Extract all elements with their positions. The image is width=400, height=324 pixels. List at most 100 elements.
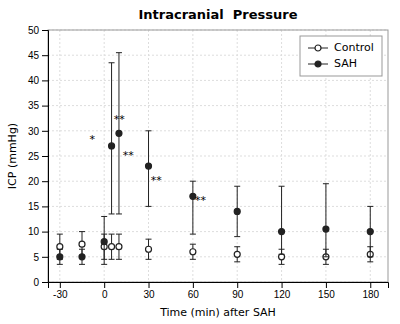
grid-line-y bbox=[48, 206, 388, 207]
point bbox=[79, 254, 85, 260]
y-tick-label: 10 bbox=[28, 226, 40, 237]
x-tick-mark bbox=[193, 282, 194, 288]
y-tick-label: 40 bbox=[28, 75, 40, 86]
y-axis-line bbox=[42, 31, 49, 283]
error-bar bbox=[57, 234, 63, 259]
y-tick-label: 30 bbox=[28, 126, 40, 137]
error-bar bbox=[146, 239, 152, 259]
legend-swatch bbox=[315, 61, 321, 67]
error-bar bbox=[190, 244, 196, 259]
y-tick-label: 25 bbox=[28, 151, 40, 162]
point bbox=[323, 226, 329, 232]
error-bar bbox=[234, 247, 240, 262]
x-axis-line bbox=[49, 283, 389, 289]
grid-line-y bbox=[48, 231, 388, 232]
point bbox=[79, 241, 85, 247]
grid-line-y bbox=[48, 105, 388, 106]
y-tick-mark bbox=[42, 156, 48, 157]
annotation: ** bbox=[123, 149, 135, 162]
x-tick: 150 bbox=[318, 282, 335, 300]
x-axis-title: Time (min) after SAH bbox=[159, 306, 276, 319]
y-tick-mark bbox=[42, 206, 48, 207]
y-tick-mark bbox=[42, 55, 48, 56]
y-tick: 40 bbox=[28, 75, 48, 86]
grid-line-y bbox=[48, 256, 388, 257]
legend-box bbox=[300, 36, 382, 76]
error-bar bbox=[101, 216, 107, 264]
error-bar bbox=[234, 186, 240, 236]
x-tick-mark bbox=[370, 282, 371, 288]
point bbox=[234, 251, 240, 257]
x-tick-label: 120 bbox=[274, 289, 291, 300]
error-bar bbox=[367, 206, 373, 256]
y-tick: 0 bbox=[33, 277, 48, 288]
y-tick: 25 bbox=[28, 151, 48, 162]
annotations: ********* bbox=[89, 113, 206, 207]
error-bar bbox=[279, 186, 285, 254]
error-bar bbox=[109, 234, 115, 259]
y-tick: 10 bbox=[28, 226, 48, 237]
point bbox=[146, 163, 152, 169]
error-bar bbox=[146, 131, 152, 207]
y-tick: 35 bbox=[28, 100, 48, 111]
y-tick: 20 bbox=[28, 176, 48, 187]
error-bar bbox=[116, 234, 122, 259]
y-tick-label: 15 bbox=[28, 201, 40, 212]
annotation: ** bbox=[151, 174, 163, 187]
x-tick-mark bbox=[149, 282, 150, 288]
x-tick: 180 bbox=[362, 282, 379, 300]
x-tick-label: 0 bbox=[102, 289, 108, 300]
point bbox=[190, 249, 196, 255]
x-tick-mark bbox=[282, 282, 283, 288]
x-tick: 90 bbox=[232, 282, 244, 300]
legend-label: Control bbox=[334, 41, 374, 54]
x-tick-label: 90 bbox=[232, 289, 244, 300]
point bbox=[109, 244, 115, 250]
y-tick-label: 20 bbox=[28, 176, 40, 187]
title: Intracranial Pressure bbox=[138, 7, 297, 22]
y-tick-mark bbox=[42, 282, 48, 283]
y-axis-title: ICP (mmHg) bbox=[6, 123, 19, 189]
x-axis: -300306090120150180 bbox=[49, 282, 389, 300]
y-tick-mark bbox=[42, 80, 48, 81]
y-tick-label: 5 bbox=[33, 252, 39, 263]
legend-item: SAH bbox=[308, 57, 357, 70]
point bbox=[116, 244, 122, 250]
x-tick-label: 150 bbox=[318, 289, 335, 300]
y-tick: 45 bbox=[28, 50, 48, 61]
annotation: * bbox=[89, 133, 95, 146]
error-bar bbox=[116, 53, 122, 214]
error-bar bbox=[79, 249, 85, 264]
x-tick-label: 180 bbox=[362, 289, 379, 300]
y-tick: 5 bbox=[33, 252, 48, 263]
point bbox=[57, 254, 63, 260]
y-tick-label: 50 bbox=[28, 25, 40, 36]
point bbox=[279, 229, 285, 235]
x-tick: 0 bbox=[102, 282, 108, 300]
annotation: ** bbox=[114, 113, 126, 126]
legend-swatch bbox=[315, 45, 321, 51]
y-tick-mark bbox=[42, 131, 48, 132]
grid-line-y bbox=[48, 156, 388, 157]
grid-line-y bbox=[48, 130, 388, 131]
point bbox=[101, 239, 107, 245]
y-tick-mark bbox=[42, 106, 48, 107]
y-tick-mark bbox=[42, 257, 48, 258]
legend-label: SAH bbox=[334, 57, 357, 70]
x-tick-mark bbox=[104, 282, 105, 288]
point bbox=[367, 229, 373, 235]
x-tick-label: -30 bbox=[53, 289, 68, 300]
grid bbox=[48, 30, 388, 282]
x-tick-mark bbox=[326, 282, 327, 288]
x-tick-mark bbox=[60, 282, 61, 288]
x-tick: 60 bbox=[188, 282, 200, 300]
y-axis: 0 5 10 15 20 25 30 35 40 45 50 bbox=[28, 25, 49, 288]
legend: Control SAH bbox=[300, 36, 382, 76]
y-tick: 30 bbox=[28, 126, 48, 137]
plot-frame bbox=[48, 30, 388, 282]
x-tick-mark bbox=[237, 282, 238, 288]
y-tick-label: 35 bbox=[28, 100, 40, 111]
y-tick: 15 bbox=[28, 201, 48, 212]
error-bar bbox=[109, 63, 115, 214]
marks bbox=[57, 53, 373, 265]
